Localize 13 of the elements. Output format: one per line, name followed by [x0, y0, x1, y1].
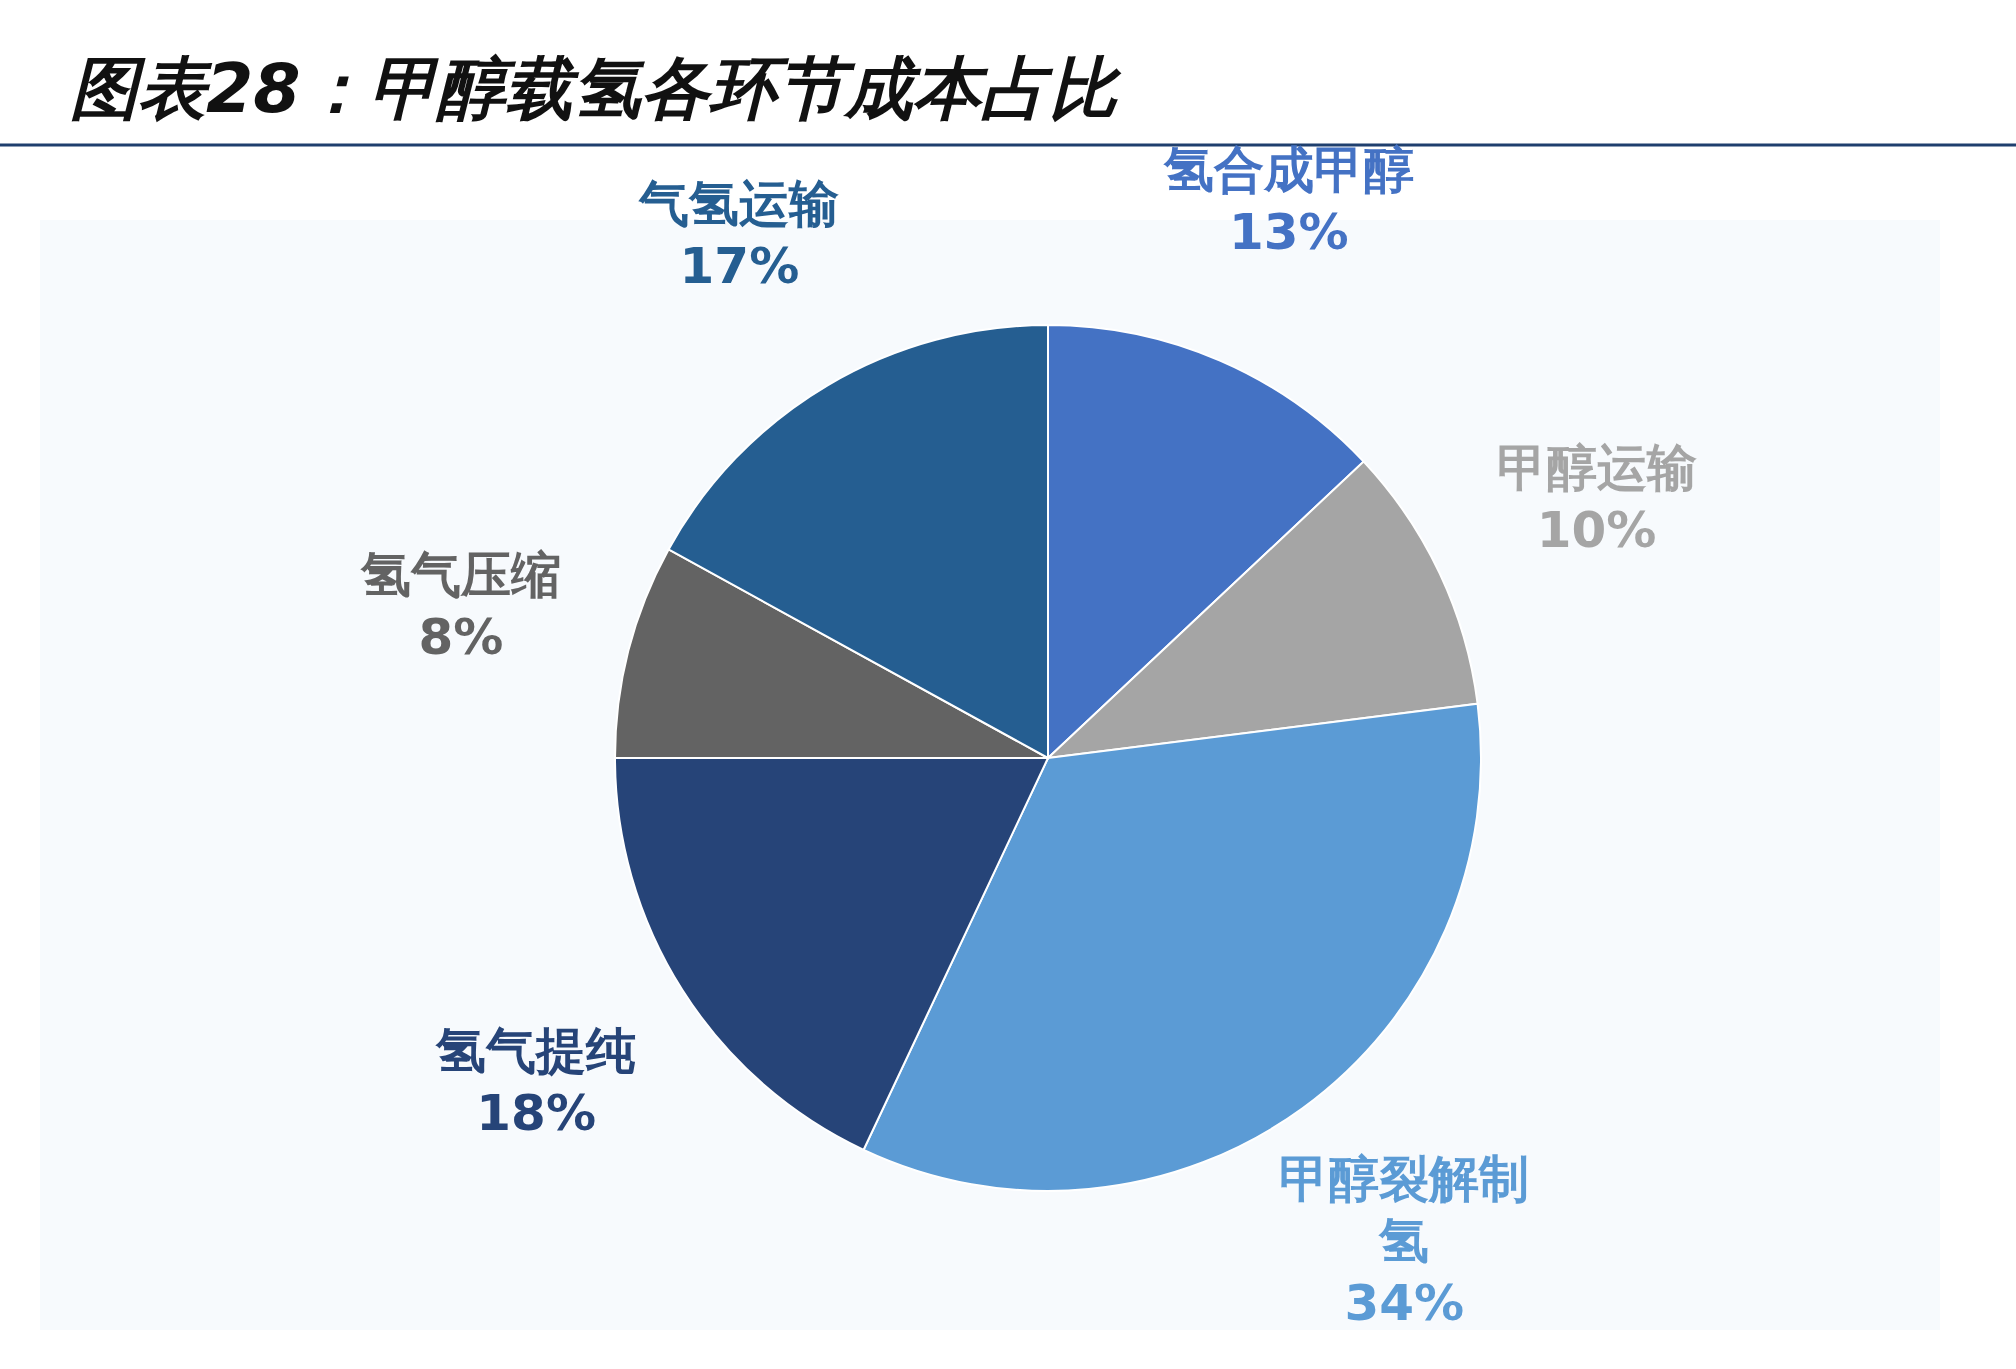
data-label: 8% — [418, 608, 504, 667]
slice-label: 甲醇裂解制氢 — [1279, 1150, 1530, 1270]
chart-title: 图表28：甲醇载氢各环节成本占比 — [70, 49, 1122, 128]
slice-label: 氢气压缩 — [359, 546, 561, 605]
data-label: 18% — [476, 1083, 597, 1142]
data-label: 17% — [679, 237, 800, 296]
slice-label: 甲醇运输 — [1496, 438, 1697, 497]
data-label: 13% — [1228, 202, 1349, 261]
data-label: 34% — [1344, 1274, 1465, 1332]
slice-label: 气氢运输 — [638, 175, 840, 234]
slice-label: 氢合成甲醇 — [1162, 140, 1414, 199]
slice-label: 氢气提纯 — [435, 1021, 637, 1080]
data-label: 10% — [1536, 500, 1657, 559]
